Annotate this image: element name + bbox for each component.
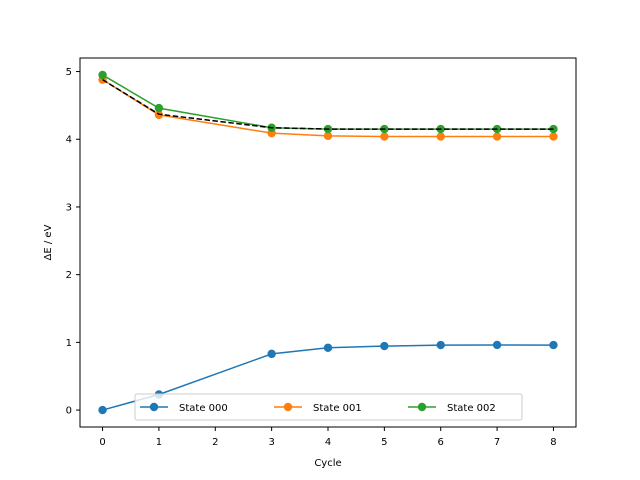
x-tick-label: 2: [212, 437, 218, 448]
y-tick-label: 5: [66, 67, 72, 78]
series-line-state-000: [102, 344, 554, 411]
data-point-state-000: [267, 349, 276, 359]
x-tick-label: 0: [99, 437, 105, 448]
legend: State 000 State 001 State 002: [134, 393, 523, 421]
x-tick-label: 6: [438, 437, 444, 448]
x-tick-label: 4: [325, 437, 331, 448]
y-tick-label: 2: [66, 270, 72, 281]
y-tick-label: 0: [66, 406, 72, 417]
data-point-state-000: [436, 340, 445, 350]
data-point-state-002: [154, 103, 164, 113]
data-point-state-001: [380, 132, 389, 141]
x-tick-label: 1: [156, 437, 162, 448]
series-layer: [98, 70, 558, 415]
x-tick-label: 7: [494, 437, 500, 448]
series-line-reference: [102, 79, 554, 130]
x-axis-title: Cycle: [314, 458, 341, 469]
data-point-state-002: [98, 70, 107, 80]
x-tick-label: 5: [381, 437, 387, 448]
data-point-state-000: [380, 341, 389, 351]
data-point-state-000: [549, 340, 558, 350]
legend-entry-state-000: State 000: [140, 402, 228, 414]
data-point-state-001: [492, 132, 502, 141]
data-point-state-001: [436, 132, 445, 141]
legend-entry-state-001: State 001: [274, 402, 362, 414]
y-axis: 0 1 2 3 4 5: [66, 67, 80, 417]
legend-entry-state-002: State 002: [408, 402, 496, 414]
legend-box: [134, 393, 523, 421]
data-point-state-000: [98, 405, 107, 415]
y-tick-label: 3: [66, 202, 72, 213]
legend-marker-state-002: [417, 402, 427, 412]
x-tick-label: 3: [268, 437, 274, 448]
legend-label-state-001: State 001: [313, 403, 362, 414]
data-point-state-001: [549, 132, 558, 141]
y-tick-label: 1: [66, 338, 72, 349]
data-point-state-001: [323, 131, 333, 141]
data-point-state-000: [323, 343, 333, 352]
data-point-state-000: [492, 340, 502, 350]
legend-marker-state-000: [149, 402, 159, 412]
legend-label-state-002: State 002: [447, 403, 496, 414]
legend-marker-state-001: [283, 402, 293, 412]
y-tick-label: 4: [66, 135, 72, 146]
series-line-state-001: [102, 79, 554, 138]
legend-label-state-000: State 000: [179, 403, 228, 414]
x-tick-label: 8: [550, 437, 556, 448]
y-axis-title: ΔE / eV: [43, 224, 54, 260]
x-axis: 0 1 2 3 4 5 6 7 8: [99, 427, 557, 448]
